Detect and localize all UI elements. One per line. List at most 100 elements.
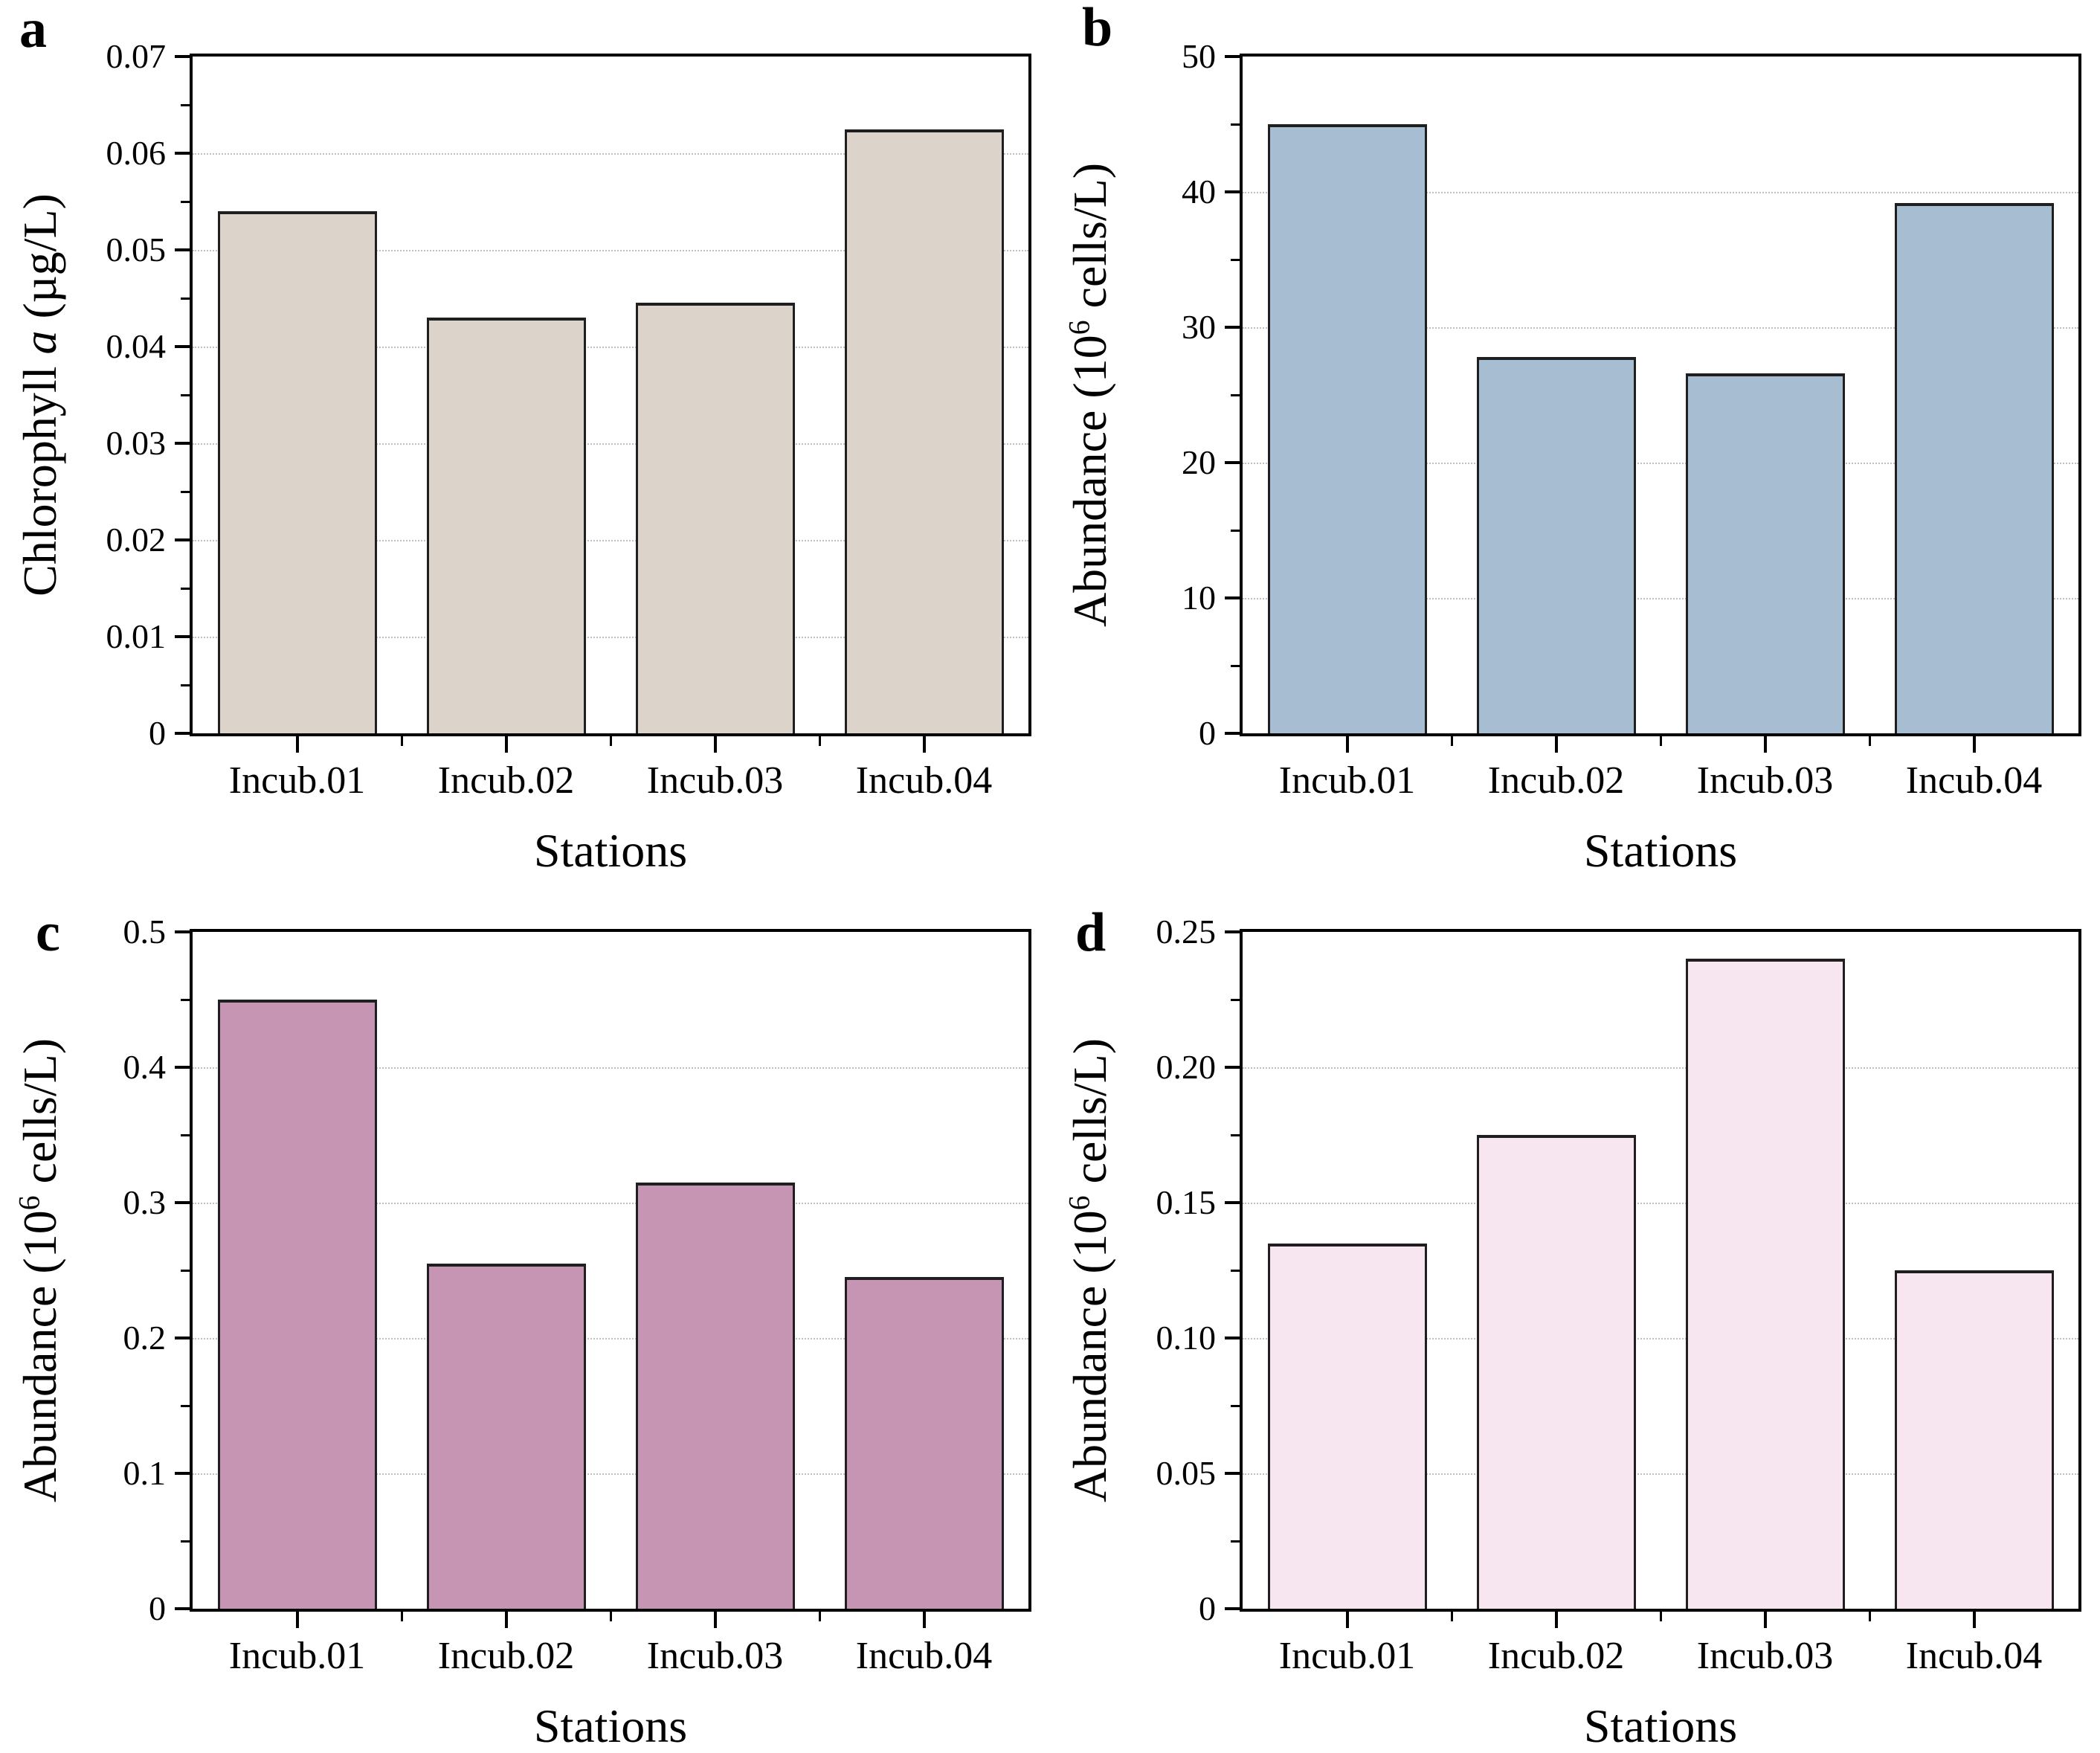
y-major-tick — [175, 442, 190, 445]
bar-incub-04 — [845, 129, 1004, 733]
x-major-tick — [1763, 736, 1767, 753]
y-tick-label: 40 — [1182, 173, 1216, 210]
gridline — [193, 1338, 1028, 1339]
bar-incub-03 — [636, 303, 795, 733]
y-tick-label: 0.25 — [1156, 913, 1217, 951]
y-axis-title: Abundance (106 cells/L) — [1063, 1038, 1117, 1502]
y-axis-title: Abundance (106 cells/L) — [13, 1038, 67, 1502]
x-category-label: Incub.03 — [1696, 759, 1834, 802]
y-tick-label: 0.03 — [106, 424, 167, 462]
bar-incub-01 — [1268, 124, 1427, 733]
y-major-tick — [1225, 461, 1240, 464]
y-minor-tick — [181, 683, 190, 686]
y-minor-tick — [181, 998, 190, 1001]
y-minor-tick — [181, 587, 190, 590]
x-minor-tick — [609, 1612, 612, 1621]
y-minor-tick — [1231, 258, 1240, 261]
y-major-tick — [1225, 732, 1240, 735]
x-minor-tick — [1450, 736, 1453, 746]
gridline — [1243, 327, 2078, 329]
bar-incub-03 — [636, 1183, 795, 1609]
x-axis-title: Stations — [1583, 1699, 1738, 1752]
y-major-tick — [175, 1607, 190, 1610]
panel-letter: c — [36, 902, 60, 963]
y-tick-label: 0.05 — [106, 231, 167, 268]
y-major-tick — [175, 1472, 190, 1475]
bar-incub-01 — [218, 211, 377, 733]
y-major-tick — [1225, 1201, 1240, 1204]
y-minor-tick — [1231, 1133, 1240, 1136]
y-major-tick — [1225, 55, 1240, 58]
y-minor-tick — [181, 200, 190, 203]
x-category-label: Incub.01 — [1278, 1635, 1416, 1677]
gridline — [193, 250, 1028, 251]
x-category-label: Incub.01 — [228, 1635, 366, 1677]
bar-incub-02 — [427, 318, 586, 733]
y-minor-tick — [181, 393, 190, 396]
y-tick-label: 30 — [1182, 308, 1216, 346]
panel-letter: b — [1082, 0, 1113, 58]
y-tick-label: 50 — [1182, 37, 1216, 75]
y-major-tick — [175, 1066, 190, 1069]
bar-incub-03 — [1686, 373, 1845, 733]
x-major-tick — [1554, 736, 1558, 753]
x-category-label: Incub.03 — [646, 759, 784, 802]
x-major-tick — [713, 736, 717, 753]
plot-area — [1240, 54, 2081, 736]
x-major-tick — [1763, 1612, 1767, 1628]
x-major-tick — [1554, 1612, 1558, 1628]
y-major-tick — [1225, 1337, 1240, 1339]
bar-incub-04 — [845, 1277, 1004, 1609]
gridline — [1243, 1338, 2078, 1339]
bar-incub-01 — [218, 1000, 377, 1609]
x-minor-tick — [1659, 736, 1662, 746]
y-tick-label: 0.05 — [1156, 1454, 1217, 1492]
x-minor-tick — [1868, 1612, 1871, 1621]
x-category-label: Incub.04 — [1905, 759, 2043, 802]
y-major-tick — [1225, 596, 1240, 599]
y-minor-tick — [1231, 1269, 1240, 1272]
x-minor-tick — [1868, 736, 1871, 746]
y-tick-label: 0 — [1199, 714, 1216, 752]
y-major-tick — [175, 248, 190, 251]
y-tick-label: 0.10 — [1156, 1319, 1217, 1357]
y-major-tick — [175, 732, 190, 735]
y-tick-label: 20 — [1182, 443, 1216, 481]
y-tick-label: 0.06 — [106, 134, 167, 172]
y-tick-label: 0.5 — [123, 913, 167, 951]
x-major-tick — [713, 1612, 717, 1628]
x-axis-title: Stations — [533, 1699, 688, 1752]
y-minor-tick — [181, 297, 190, 300]
panel-c-abundance-chart: c Abundance (106 cells/L) 0 0.1 0.2 0.3 0.4 0.5… — [0, 875, 1050, 1752]
x-major-tick — [922, 1612, 926, 1628]
y-minor-tick — [181, 103, 190, 106]
x-major-tick — [295, 1612, 299, 1628]
y-major-tick — [175, 635, 190, 638]
y-minor-tick — [181, 490, 190, 493]
x-minor-tick — [818, 1612, 821, 1621]
y-tick-label: 0.02 — [106, 521, 167, 559]
x-category-label: Incub.04 — [1905, 1635, 2043, 1677]
y-major-tick — [175, 538, 190, 541]
y-major-tick — [175, 345, 190, 348]
y-tick-label: 0.2 — [123, 1319, 167, 1357]
x-minor-tick — [818, 736, 821, 746]
x-major-tick — [504, 736, 508, 753]
y-major-tick — [1225, 930, 1240, 933]
panel-d-abundance-chart: d Abundance (106 cells/L) 0 0.05 0.10 0.15 0.2… — [1050, 875, 2100, 1752]
gridline — [1243, 463, 2078, 464]
y-major-tick — [175, 55, 190, 58]
x-category-label: Incub.01 — [1278, 759, 1416, 802]
x-minor-tick — [400, 736, 403, 746]
bar-incub-02 — [427, 1264, 586, 1609]
y-tick-label: 0.1 — [123, 1454, 167, 1492]
y-tick-label: 0 — [1199, 1589, 1216, 1627]
y-tick-label: 0.3 — [123, 1183, 167, 1221]
gridline — [1243, 192, 2078, 193]
y-tick-label: 0.04 — [106, 327, 167, 365]
y-minor-tick — [1231, 393, 1240, 396]
panel-letter: d — [1075, 902, 1107, 963]
gridline — [193, 1203, 1028, 1204]
y-minor-tick — [1231, 1540, 1240, 1543]
